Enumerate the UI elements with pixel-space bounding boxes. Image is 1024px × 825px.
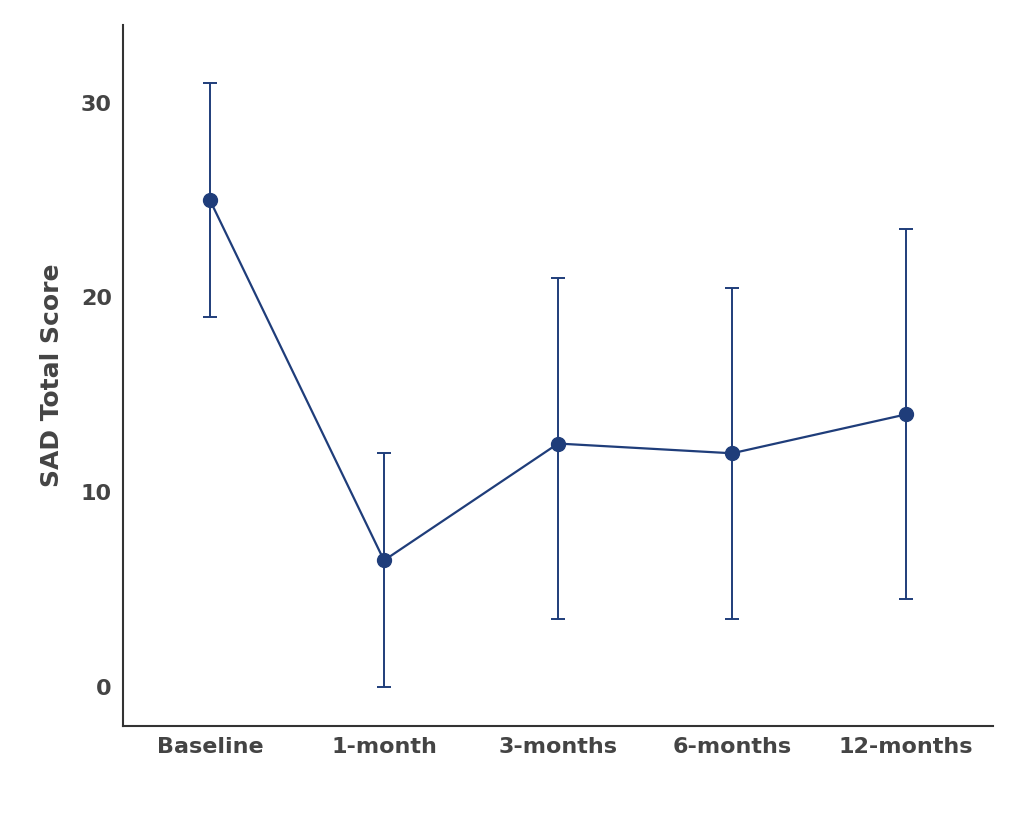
Y-axis label: SAD Total Score: SAD Total Score (40, 264, 63, 487)
